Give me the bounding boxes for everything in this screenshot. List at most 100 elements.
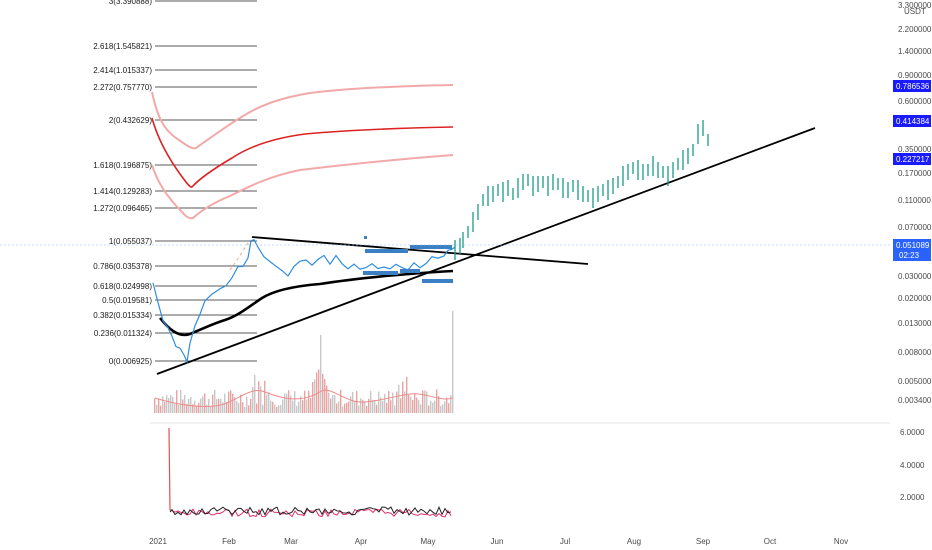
volume-bar xyxy=(422,390,424,413)
volume-bar xyxy=(330,398,332,413)
volume-bar xyxy=(314,379,316,413)
volume-bar xyxy=(324,378,326,413)
volume-bar xyxy=(336,403,338,413)
fib-level-label: 2.414(1.015337) xyxy=(93,66,152,75)
volume-bar xyxy=(388,391,390,413)
time-tick-label: Apr xyxy=(355,537,368,546)
volume-histogram xyxy=(154,311,454,413)
volume-bar xyxy=(382,400,384,413)
volume-bar xyxy=(204,393,206,413)
volume-bar xyxy=(164,401,166,413)
ascending-trendline xyxy=(156,127,816,375)
time-tick-label: Jun xyxy=(491,537,504,546)
volume-bar xyxy=(176,390,178,413)
volume-bar xyxy=(438,395,440,413)
volume-bar xyxy=(206,404,208,413)
fib-level-label: 0.618(0.024998) xyxy=(93,282,152,291)
volume-bar xyxy=(222,402,224,413)
volume-bar xyxy=(398,384,400,413)
volume-bar xyxy=(402,381,404,413)
time-tick-label: 2021 xyxy=(149,537,167,546)
volume-bar xyxy=(260,386,262,413)
volume-bar xyxy=(248,405,250,413)
price-badge-countdown: 02:23 xyxy=(899,251,920,260)
price-tick-label: 0.013000 xyxy=(898,319,932,328)
volume-bar xyxy=(154,398,156,413)
range-marker xyxy=(364,236,367,239)
volume-bar xyxy=(290,395,292,413)
volume-bar xyxy=(192,404,194,413)
volume-bar xyxy=(188,398,190,413)
volume-bar xyxy=(328,392,330,413)
price-tick-label: 2.200000 xyxy=(898,25,932,34)
volume-bar xyxy=(156,404,158,413)
volume-bar xyxy=(360,398,362,413)
volume-bar xyxy=(366,405,368,413)
volume-bar xyxy=(332,395,334,413)
volume-bar xyxy=(338,401,340,413)
volume-bar xyxy=(404,391,406,413)
volume-bar xyxy=(396,391,398,413)
volume-bar xyxy=(284,393,286,413)
volume-bar xyxy=(162,396,164,413)
volume-bar xyxy=(386,402,388,413)
volume-bar xyxy=(420,404,422,413)
volume-bar xyxy=(166,395,168,413)
price-badge xyxy=(893,239,931,261)
volume-bar xyxy=(286,393,288,413)
volume-bar xyxy=(316,372,318,413)
volume-bar xyxy=(362,399,364,413)
price-unit-label: USDT xyxy=(904,7,926,16)
time-tick-label: Oct xyxy=(764,537,777,546)
time-tick-label: Jul xyxy=(560,537,570,546)
volume-bar xyxy=(172,396,174,413)
fib-level-label: 0.786(0.035378) xyxy=(93,262,152,271)
volume-bar xyxy=(252,387,254,413)
volume-bar xyxy=(302,400,304,413)
volume-bar xyxy=(196,405,198,413)
volume-bar xyxy=(412,399,414,413)
time-tick-label: Aug xyxy=(627,537,641,546)
volume-bar xyxy=(200,398,202,413)
volume-bar xyxy=(424,390,426,413)
volume-bar xyxy=(266,394,268,413)
fib-anchor-dashed-line xyxy=(229,239,251,271)
range-marker xyxy=(400,269,420,273)
volume-bar xyxy=(168,398,170,413)
volume-bar xyxy=(326,385,328,413)
volume-bar xyxy=(408,394,410,413)
fib-level-label: 2.618(1.545821) xyxy=(93,42,152,51)
volume-bar xyxy=(432,402,434,413)
time-axis[interactable]: 2021 Feb Mar Apr May Jun Jul Aug Sep Oct Nov xyxy=(149,537,848,546)
volume-average-line xyxy=(154,389,454,407)
indicator-axis[interactable]: 6.0000 4.0000 2.0000 xyxy=(900,428,925,502)
volume-bar xyxy=(444,401,446,413)
volume-bar xyxy=(254,374,256,413)
indicator-tick-label: 2.0000 xyxy=(900,493,925,502)
time-tick-label: Feb xyxy=(222,537,236,546)
fib-level-label: 2.272(0.757770) xyxy=(93,83,152,92)
fib-level-label: 1(0.055037) xyxy=(109,237,152,246)
volume-bar xyxy=(440,406,442,413)
volume-bar xyxy=(416,397,418,413)
price-tick-label: 0.600000 xyxy=(898,97,932,106)
trend-lines xyxy=(156,127,816,375)
price-axis[interactable]: 3.300000 2.200000 1.400000 0.900000 0.600000… xyxy=(898,1,932,405)
volume-bar xyxy=(342,406,344,413)
volume-bar xyxy=(182,399,184,413)
volume-bar xyxy=(210,406,212,413)
volume-bar xyxy=(312,381,314,413)
volume-bar xyxy=(358,405,360,413)
volume-bar xyxy=(380,397,382,413)
upper-band xyxy=(151,84,454,150)
volume-bar xyxy=(320,335,322,413)
volume-bar xyxy=(304,390,306,413)
fib-level-label: 1.618(0.196875) xyxy=(93,161,152,170)
range-marker xyxy=(410,245,452,249)
fib-level-label: 0.236(0.011324) xyxy=(94,329,152,338)
volume-bar xyxy=(194,400,196,413)
volume-bar xyxy=(352,392,354,413)
volume-bar xyxy=(190,397,192,413)
volume-bar xyxy=(256,403,258,413)
